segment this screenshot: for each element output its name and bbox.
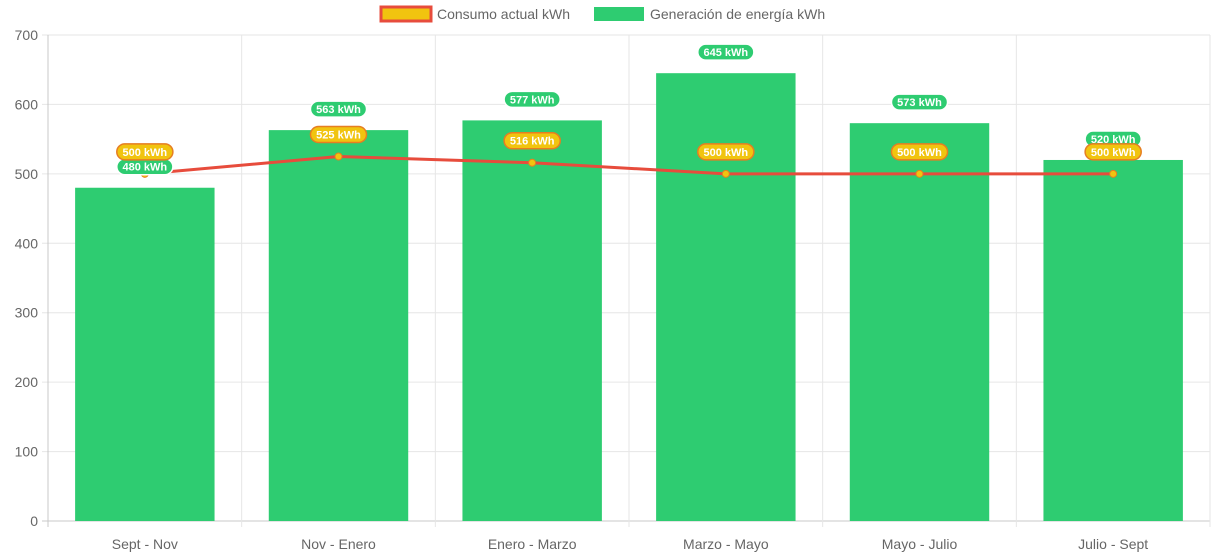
bar-0	[75, 187, 215, 521]
y-tick-label: 700	[15, 27, 39, 43]
bar-value-label: 577 kWh	[510, 94, 555, 106]
line-value-label: 500 kWh	[123, 147, 168, 159]
line-value-label-bg	[890, 143, 949, 161]
bar-2	[462, 120, 602, 521]
line-value-label: 500 kWh	[897, 147, 942, 159]
line-value-label: 516 kWh	[510, 136, 555, 148]
legend-label-consumption: Consumo actual kWh	[437, 6, 570, 22]
x-tick-label: Sept - Nov	[112, 536, 178, 552]
bar-3	[656, 73, 796, 521]
bar-value-label: 563 kWh	[316, 104, 361, 116]
y-tick-label: 200	[15, 374, 39, 390]
line-value-label: 500 kWh	[704, 147, 749, 159]
x-tick-label: Nov - Enero	[301, 536, 376, 552]
bar-value-label: 645 kWh	[704, 47, 749, 59]
line-value-label-bg	[697, 143, 755, 161]
bar-value-label-bg	[503, 90, 561, 109]
consumption-line	[140, 152, 1118, 178]
y-tick-label: 500	[15, 166, 39, 182]
bar-value-label: 480 kWh	[123, 162, 168, 174]
legend-label-generation: Generación de energía kWh	[650, 6, 825, 22]
y-tick-label: 600	[15, 96, 39, 112]
x-tick-label: Mayo - Julio	[882, 536, 958, 552]
line-value-label: 500 kWh	[1091, 147, 1136, 159]
line-point-2	[528, 158, 537, 167]
data-labels: 480 kWh 563 kWh 577 kWh 645 kWh 573 kWh 520 k…	[116, 43, 1142, 176]
line-point-4	[915, 169, 924, 178]
bar-5	[1043, 159, 1183, 521]
line-value-label-bg	[116, 143, 174, 161]
line-point-5	[1109, 169, 1118, 178]
axes: 0 100 200 300 400 500 600 700 Sept - Nov Nov - En…	[15, 27, 1149, 552]
grid	[42, 34, 1211, 527]
legend-swatch-generation	[594, 7, 644, 21]
y-tick-label: 300	[15, 305, 39, 321]
line-value-label-bg	[309, 125, 368, 144]
line-point-1	[334, 152, 343, 161]
bars	[75, 73, 1183, 522]
bar-value-label-bg	[697, 43, 755, 61]
line-value-label-bg	[503, 131, 561, 150]
bar-value-label-bg	[890, 93, 949, 111]
line-value-label-bg	[1084, 143, 1142, 161]
line-series	[144, 155, 1114, 176]
line-point-3	[721, 169, 730, 178]
legend-swatch-consumption	[379, 5, 433, 23]
legend[interactable]: Consumo actual kWh Generación de energía …	[379, 5, 825, 23]
bar-value-label-bg	[309, 100, 368, 118]
y-tick-label: 0	[30, 513, 38, 529]
line-value-label: 525 kWh	[316, 130, 361, 142]
bar-value-label: 573 kWh	[897, 97, 942, 109]
y-tick-label: 400	[15, 235, 39, 251]
bar-1	[268, 130, 409, 522]
x-tick-label: Julio - Sept	[1078, 536, 1148, 552]
x-tick-label: Enero - Marzo	[488, 536, 577, 552]
bar-4	[849, 123, 990, 521]
x-tick-label: Marzo - Mayo	[683, 536, 769, 552]
bar-value-label: 520 kWh	[1091, 134, 1136, 146]
y-tick-label: 100	[15, 444, 39, 460]
